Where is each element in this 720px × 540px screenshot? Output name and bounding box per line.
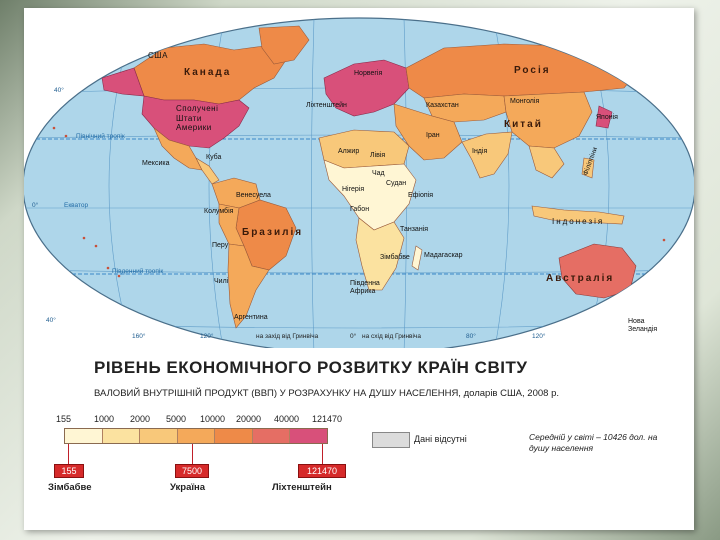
example-value-box: 7500: [175, 464, 209, 478]
label-chile: Чилі: [214, 278, 229, 285]
scale-label: 5000: [166, 414, 187, 424]
no-data-swatch: [372, 432, 410, 448]
label-south-africa: Південна Африка: [350, 280, 380, 296]
label-brazil: Бразилія: [242, 227, 304, 238]
label-chad: Чад: [372, 170, 385, 177]
legend-panel: РІВЕНЬ ЕКОНОМІЧНОГО РОЗВИТКУ КРАЇН СВІТУ…: [24, 348, 694, 530]
argentina-chile-region: [227, 243, 270, 329]
label-lon-120w: 120°: [200, 333, 214, 340]
example-pointer-line: [192, 444, 193, 464]
label-equator: Екватор: [64, 202, 89, 209]
label-meridian-west: на захід від Гринвіча: [256, 333, 319, 340]
alaska-region: [101, 67, 145, 97]
label-lat-40s: 40°: [46, 317, 56, 324]
scale-swatch-2: [102, 429, 141, 443]
label-tanzania: Танзанія: [400, 226, 429, 233]
label-japan: Японія: [596, 114, 618, 121]
label-sudan: Судан: [386, 180, 407, 187]
scale-label: 10000: [200, 414, 226, 424]
label-lat-40n: 40°: [54, 87, 64, 94]
scale-label: 40000: [274, 414, 300, 424]
example-country-name: Зімбабве: [48, 482, 92, 493]
indonesia-region: [531, 205, 625, 225]
label-usa-small: США: [148, 51, 168, 60]
label-algeria: Алжир: [338, 148, 360, 155]
scale-label: 155: [56, 414, 72, 424]
scale-swatch-7: [290, 429, 328, 443]
world-map-graphic: [24, 17, 694, 348]
label-usa: Сполучені Штати Америки: [176, 104, 219, 133]
scale-swatch-3: [140, 429, 178, 443]
label-libya: Лівія: [370, 152, 386, 159]
world-map: США Канада Сполучені Штати Америки Мекси…: [24, 8, 694, 348]
label-ethiopia: Ефіопія: [408, 192, 434, 199]
scale-swatch-1: [65, 429, 103, 443]
label-peru: Перу: [212, 242, 229, 249]
label-kazakhstan: Казахстан: [426, 102, 459, 109]
example-value-box: 155: [54, 464, 84, 478]
china-region: [503, 91, 593, 149]
label-zimbabwe: Зімбабве: [380, 254, 410, 261]
scale-label: 2000: [130, 414, 151, 424]
example-country-name: Ліхтенштейн: [272, 482, 332, 493]
middle-east-region: [393, 103, 463, 161]
scale-swatch-4: [177, 429, 216, 443]
label-meridian-east: на схід від Гринвіча: [362, 333, 421, 340]
southeast-asia-region: [528, 145, 565, 179]
label-mongolia: Монголія: [510, 98, 540, 105]
madagascar-region: [411, 245, 423, 271]
label-lat-0: 0°: [32, 202, 39, 209]
no-data-label: Дані відсутні: [414, 434, 467, 444]
map-slide: США Канада Сполучені Штати Америки Мекси…: [24, 8, 694, 530]
label-venezuela: Венесуела: [236, 192, 271, 199]
pacific-islands: [52, 126, 676, 278]
label-iran: Іран: [426, 132, 440, 139]
color-scale-bar: [64, 428, 328, 444]
label-norway: Норвегія: [354, 70, 383, 77]
label-gabon: Габон: [350, 206, 370, 213]
world-average-note: Середній у світі – 10426 дол. на душу на…: [529, 432, 658, 453]
label-new-zealand: Нова Зеландія: [628, 318, 658, 334]
label-cuba: Куба: [206, 154, 222, 161]
label-india: Індія: [472, 148, 488, 155]
scale-label: 1000: [94, 414, 115, 424]
label-australia: Австралія: [546, 273, 615, 284]
label-indonesia: Індонезія: [552, 217, 605, 226]
scale-label: 20000: [236, 414, 262, 424]
japan-region: [595, 105, 613, 129]
greenland-region: [258, 25, 310, 65]
label-russia: Росія: [514, 65, 551, 76]
label-madagascar: Мадагаскар: [424, 252, 463, 259]
label-tropic-north: Північний тропік: [76, 133, 125, 140]
central-africa-region: [323, 159, 417, 231]
label-argentina: Аргентина: [234, 314, 268, 321]
scale-label: 121470: [312, 414, 343, 424]
example-country-name: Україна: [170, 482, 206, 493]
label-mexico: Мексика: [142, 160, 170, 167]
label-colombia: Колумбія: [204, 208, 234, 215]
label-meridian-zero: 0°: [350, 333, 357, 340]
north-africa-region: [318, 129, 410, 169]
label-liechtenstein: Ліхтенштейн: [306, 102, 347, 109]
india-region: [461, 131, 513, 179]
central-america-region: [195, 157, 220, 185]
southern-africa-region: [355, 217, 405, 291]
example-pointer-line: [68, 444, 69, 464]
label-lon-80: 80°: [466, 333, 476, 340]
legend-subtitle: ВАЛОВИЙ ВНУТРІШНІЙ ПРОДУКТ (ВВП) У РОЗРА…: [94, 388, 559, 399]
scale-swatch-5: [215, 429, 253, 443]
label-china: Китай: [504, 119, 543, 130]
example-pointer-line: [322, 444, 323, 464]
label-nigeria: Нігерія: [342, 186, 365, 193]
label-lon-160: 160°: [132, 333, 146, 340]
example-value-box: 121470: [298, 464, 346, 478]
legend-title: РІВЕНЬ ЕКОНОМІЧНОГО РОЗВИТКУ КРАЇН СВІТУ: [94, 358, 528, 377]
scale-swatch-6: [252, 429, 291, 443]
philippines-region: [581, 157, 595, 179]
label-lon-120e: 120°: [532, 333, 546, 340]
scale-labels: 155 1000 2000 5000 10000 20000 40000 121…: [56, 414, 376, 426]
label-canada: Канада: [184, 67, 232, 78]
label-tropic-south: Південний тропік: [112, 268, 164, 275]
